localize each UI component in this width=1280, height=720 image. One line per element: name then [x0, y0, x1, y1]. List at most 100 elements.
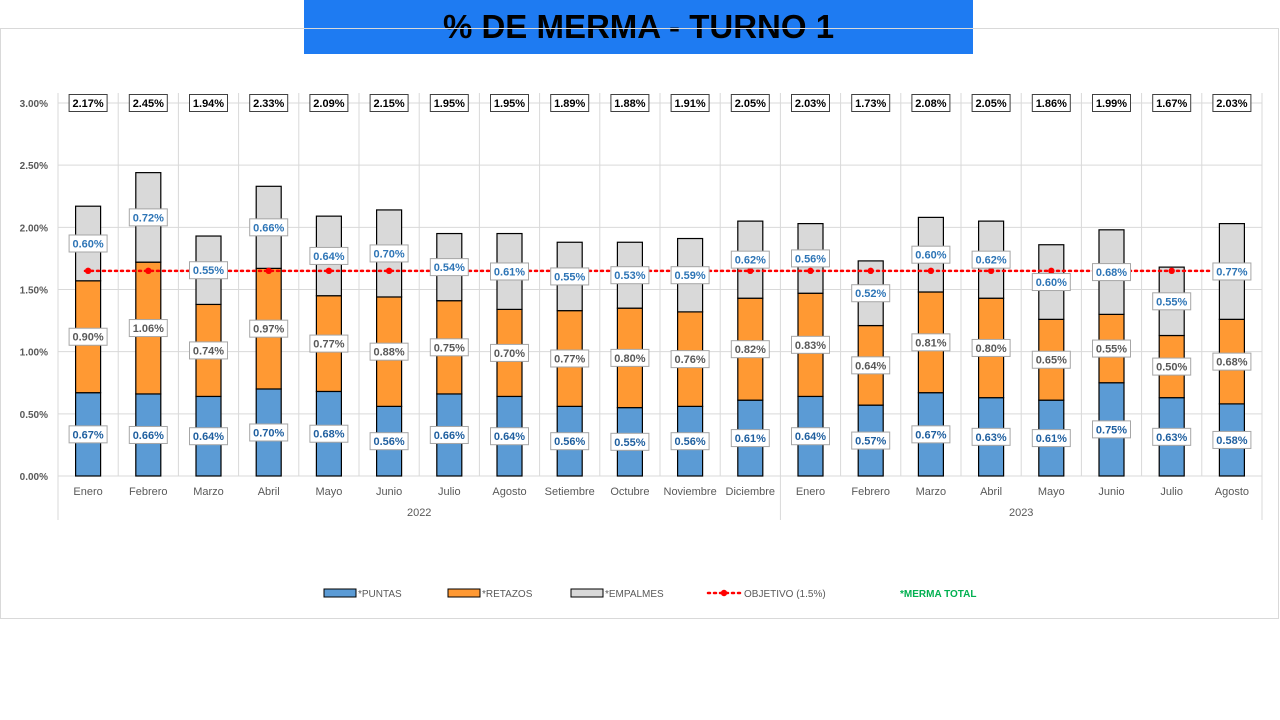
data-label-empalmes-2-box [189, 261, 228, 280]
x-tick-label: Diciembre [726, 486, 776, 498]
total-label-0-box [68, 94, 108, 112]
x-tick-label: Enero [73, 486, 102, 498]
x-tick-label: Febrero [129, 486, 168, 498]
year-label: 2023 [1009, 507, 1033, 519]
data-label-puntas-0: 0.67% [72, 429, 103, 441]
data-label-puntas-18-box [1152, 427, 1192, 446]
x-tick-label: Noviembre [664, 486, 717, 498]
data-label-retazos-18-box [1152, 357, 1192, 376]
data-label-retazos-18: 0.50% [1156, 362, 1187, 374]
chart-frame [0, 28, 1279, 619]
x-tick-label: Mayo [315, 486, 342, 498]
data-label-empalmes-15-box [971, 250, 1011, 269]
total-label-16-box [1031, 94, 1071, 112]
data-label-puntas-5-box [369, 432, 409, 451]
data-label-puntas-17-box [1092, 420, 1131, 439]
total-label-6-box [429, 94, 469, 112]
objective-marker [987, 267, 995, 275]
legend-swatch [570, 588, 604, 598]
data-label-empalmes-16: 0.60% [1036, 277, 1067, 289]
data-label-retazos-7-box [490, 343, 529, 362]
data-label-layer: 0.67% 0.90% 0.60% 2.17% 0.66% 1.06% 0.72% 2.45%… [68, 94, 1252, 451]
data-label-puntas-2-box [189, 427, 228, 446]
legend-label: OBJETIVO (1.5%) [744, 589, 826, 600]
data-label-empalmes-19-box [1212, 262, 1252, 281]
data-label-retazos-16: 0.65% [1036, 355, 1067, 367]
data-label-retazos-5: 0.88% [373, 347, 404, 359]
data-label-puntas-4: 0.68% [313, 429, 344, 441]
total-label-16: 1.86% [1036, 98, 1067, 110]
legend-swatch [447, 588, 481, 598]
data-label-puntas-13: 0.57% [855, 436, 886, 448]
data-label-puntas-8: 0.56% [554, 436, 585, 448]
x-tick-label: Abril [258, 486, 280, 498]
total-label-9: 1.88% [614, 98, 645, 110]
total-label-12: 2.03% [795, 98, 826, 110]
grid-layer [57, 93, 1263, 477]
x-tick-label: Agosto [492, 486, 526, 498]
data-label-empalmes-13-box [851, 284, 891, 303]
data-label-puntas-3: 0.70% [253, 427, 284, 439]
total-label-2: 1.94% [193, 98, 224, 110]
y-tick-label: 3.00% [20, 99, 48, 110]
objective-marker [867, 267, 874, 275]
data-label-puntas-16: 0.61% [1036, 433, 1067, 445]
x-tick-label: Enero [796, 486, 825, 498]
data-label-retazos-13-box [851, 356, 891, 375]
x-tick-label: Marzo [916, 486, 947, 498]
data-label-retazos-2-box [189, 341, 228, 360]
data-label-puntas-7-box [490, 427, 529, 446]
objective-marker [145, 267, 152, 275]
x-tick-label: Mayo [1038, 486, 1065, 498]
data-label-puntas-14: 0.67% [915, 429, 946, 441]
data-label-empalmes-2: 0.55% [193, 265, 224, 277]
year-label: 2022 [407, 507, 431, 519]
total-label-13: 1.73% [855, 98, 886, 110]
objective-marker [927, 267, 935, 275]
data-label-puntas-18: 0.63% [1156, 432, 1187, 444]
data-label-empalmes-14: 0.60% [915, 250, 946, 262]
legend: *PUNTAS *RETAZOS *EMPALMES OBJETIVO (1.5%) *… [323, 588, 976, 600]
data-label-retazos-10: 0.76% [674, 354, 705, 366]
data-label-puntas-15-box [971, 427, 1011, 446]
data-label-empalmes-10: 0.59% [674, 270, 705, 282]
data-label-puntas-19-box [1212, 430, 1252, 449]
total-label-7: 1.95% [494, 98, 525, 110]
data-label-puntas-9: 0.55% [614, 437, 645, 449]
data-label-empalmes-16-box [1031, 273, 1071, 292]
total-label-12-box [791, 94, 830, 112]
chart-title: % DE MERMA - TURNO 1 [442, 8, 835, 45]
data-label-empalmes-5-box [369, 244, 409, 263]
total-label-2-box [189, 94, 228, 112]
legend-label: *PUNTAS [358, 589, 402, 600]
data-label-retazos-3-box [249, 319, 289, 338]
total-label-15-box [971, 94, 1011, 112]
x-tick-label: Junio [1098, 486, 1124, 498]
data-label-puntas-15: 0.63% [975, 432, 1006, 444]
data-label-retazos-13: 0.64% [855, 360, 886, 372]
data-label-retazos-16-box [1031, 350, 1071, 369]
data-label-empalmes-17: 0.68% [1096, 267, 1127, 279]
data-label-retazos-8-box [550, 349, 590, 368]
data-label-empalmes-18-box [1152, 292, 1192, 311]
data-label-retazos-9: 0.80% [614, 353, 645, 365]
total-label-4-box [309, 94, 349, 112]
total-label-3-box [249, 94, 289, 112]
total-label-1-box [128, 94, 168, 112]
data-label-empalmes-9-box [610, 266, 650, 285]
data-label-puntas-4-box [309, 424, 349, 443]
data-label-empalmes-8-box [550, 267, 590, 286]
legend-label: *MERMA TOTAL [900, 589, 976, 600]
x-tick-label: Setiembre [545, 486, 595, 498]
data-label-puntas-11-box [730, 429, 770, 448]
axis-layer: 0.00% 0.50% 1.00% 1.50% 2.00% 2.50% 3.00% Enero… [20, 99, 1263, 520]
legend-swatch [323, 588, 357, 598]
data-label-puntas-7: 0.64% [494, 431, 525, 443]
data-label-retazos-4-box [309, 334, 349, 353]
data-label-puntas-1: 0.66% [133, 430, 164, 442]
y-tick-label: 1.00% [20, 348, 48, 359]
data-label-puntas-17: 0.75% [1096, 424, 1127, 436]
total-label-18-box [1152, 94, 1192, 112]
data-label-retazos-14: 0.81% [915, 337, 946, 349]
